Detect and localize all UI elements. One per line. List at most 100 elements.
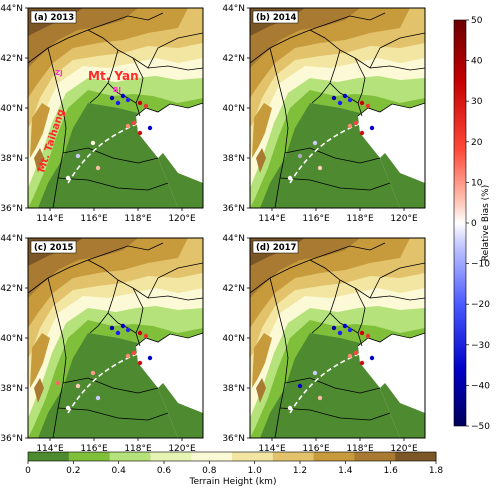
station-marker [109,325,115,331]
station-marker [137,100,143,106]
station-marker [317,165,323,171]
station-marker [109,95,115,101]
lon-tick-label: 118°E [124,214,152,224]
station-marker [125,97,131,103]
lon-tick-label: 120°E [390,444,418,454]
station-marker [143,333,149,339]
terrain-swatch [232,452,274,461]
lon-tick-label: 114°E [36,214,64,224]
station-marker [347,123,353,129]
station-marker [125,123,131,129]
station-marker [297,383,303,389]
terrain-swatch [150,452,192,461]
terrain-tick-label: 1.2 [293,466,307,476]
station-marker [55,380,61,386]
station-marker [95,165,101,171]
lon-tick-label: 116°E [80,444,108,454]
terrain-colorbar: 0 0.2 0.4 0.6 0.8 1.0 1.2 1.4 1.6 1.8 Terrain Hei… [25,451,444,487]
station-marker [75,153,81,159]
station-marker [359,100,365,106]
station-marker [365,333,371,339]
station-marker [90,140,96,146]
lat-tick-label: 38°N [222,154,245,164]
panel-title-box [252,10,299,24]
lon-tick-label: 120°E [168,444,196,454]
station-marker [147,355,153,361]
bias-colorbar: 50 40 30 20 10 0 −10 −20 −30 −40 −50 Relative Bias… [453,16,491,432]
station-marker [143,103,149,109]
station-marker [95,395,101,401]
station-marker [147,125,153,131]
lat-tick-label: 42°N [222,284,245,294]
station-marker [347,353,353,359]
panel-title-box [252,240,299,254]
zj-label: ZJ [55,69,63,77]
station-marker [365,103,371,109]
bias-tick-label: 10 [471,178,483,188]
lat-tick-label: 36°N [0,204,23,214]
lat-tick-label: 38°N [0,154,23,164]
panel-title: (d) 2017 [256,243,297,253]
station-marker [353,350,359,356]
station-marker [65,175,71,181]
station-marker [317,395,323,401]
bias-tick-label: −10 [471,260,490,270]
station-marker [120,323,126,329]
lat-tick-label: 36°N [222,204,245,214]
station-marker [287,175,293,181]
terrain-tick-label: 1.4 [338,466,353,476]
lat-tick-label: 40°N [0,104,23,114]
lon-tick-label: 116°E [302,444,330,454]
lon-tick-label: 114°E [36,444,64,454]
terrain-swatch [313,452,355,461]
lon-tick-label: 116°E [302,214,330,224]
lat-tick-label: 44°N [0,4,23,14]
station-marker [75,383,81,389]
lat-tick-label: 36°N [0,434,23,444]
station-marker [312,370,318,376]
station-marker [137,130,143,136]
lon-tick-label: 116°E [80,214,108,224]
station-marker [331,95,337,101]
bias-colorbar-label: Relative Bias (%) [481,185,491,261]
station-marker [137,330,143,336]
panel-title: (a) 2013 [34,13,74,23]
terrain-swatch [395,452,437,461]
terrain-swatch [191,452,233,461]
station-marker [331,325,337,331]
station-marker [287,405,293,411]
bias-tick-label: 40 [471,57,483,67]
terrain-swatch [354,452,396,461]
station-marker [337,100,343,106]
map-panel-4: (d) 2017 44°N 42°N 40°N 38°N 36°N 114°E 116°E 11… [222,234,426,454]
lat-tick-label: 40°N [222,334,245,344]
bj-label: BJ [113,86,121,94]
terrain-swatch [272,452,315,461]
station-marker [131,120,137,126]
station-marker [337,330,343,336]
terrain-swatch [68,452,111,461]
station-marker [115,100,121,106]
station-marker [359,360,365,366]
bias-tick-label: −40 [471,381,490,391]
bias-tick-label: 0 [471,219,477,229]
station-marker [342,323,348,329]
station-marker [297,153,303,159]
lat-tick-label: 42°N [222,54,245,64]
panel-title-box [30,240,77,254]
station-marker [120,93,126,99]
panel-title-box [30,10,77,24]
station-marker [65,405,71,411]
lat-tick-label: 42°N [0,54,23,64]
bias-tick-label: 50 [471,16,483,26]
panel-title: (b) 2014 [256,13,297,23]
terrain-tick-label: 0.6 [157,466,172,476]
lon-tick-label: 120°E [168,214,196,224]
terrain-tick-label: 1.8 [429,466,444,476]
terrain-swatch [109,452,151,461]
station-marker [359,330,365,336]
station-marker [125,327,131,333]
station-marker [359,130,365,136]
station-marker [347,327,353,333]
